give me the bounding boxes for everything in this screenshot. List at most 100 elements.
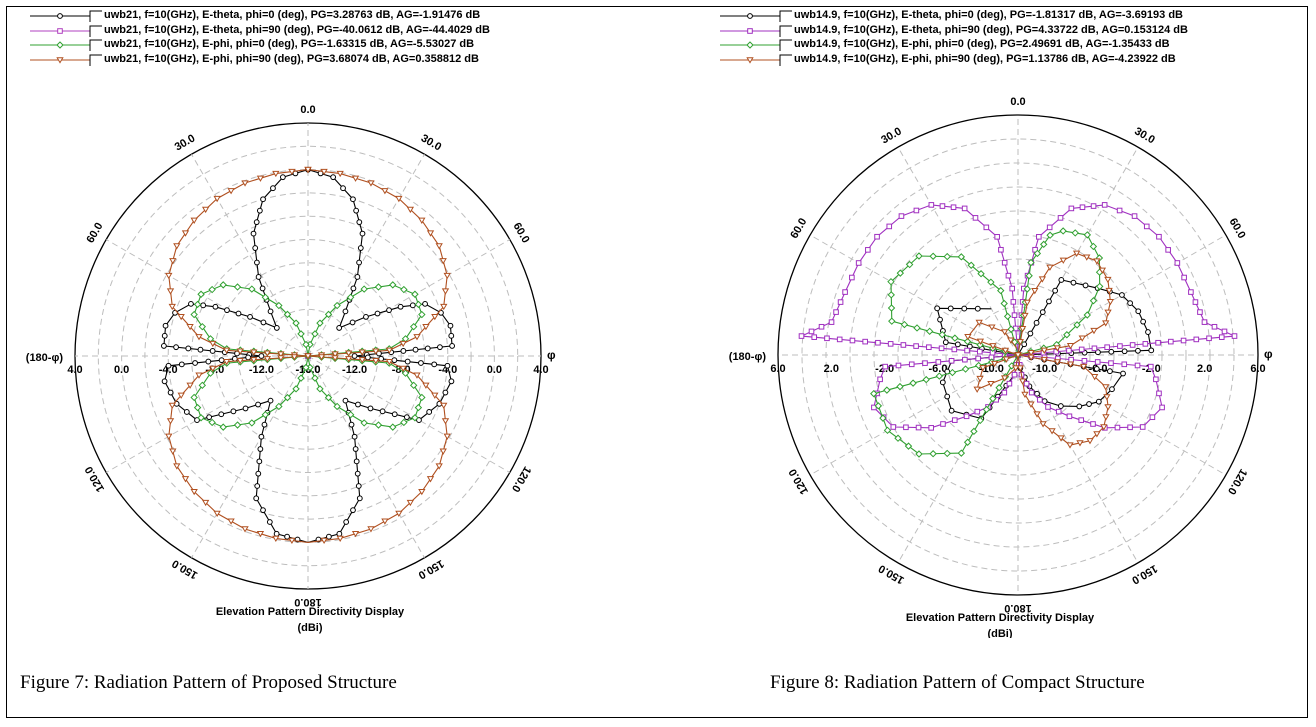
legend-swatch bbox=[720, 54, 792, 66]
data-point bbox=[331, 351, 339, 358]
data-point bbox=[1127, 424, 1133, 431]
data-point bbox=[1001, 389, 1008, 396]
legend-label: uwb14.9, f=10(GHz), E-theta, phi=0 (deg)… bbox=[794, 9, 1183, 21]
data-point bbox=[1231, 333, 1238, 339]
data-point bbox=[391, 411, 398, 418]
data-point bbox=[1021, 312, 1029, 320]
data-point bbox=[254, 259, 260, 266]
data-point bbox=[219, 423, 227, 431]
data-point bbox=[895, 362, 902, 369]
data-point bbox=[255, 470, 262, 477]
data-point bbox=[1192, 299, 1199, 305]
data-point bbox=[288, 537, 296, 545]
data-point bbox=[1078, 346, 1085, 353]
data-point bbox=[357, 245, 364, 251]
data-point bbox=[283, 393, 292, 402]
data-point bbox=[193, 403, 202, 412]
data-point bbox=[257, 446, 264, 452]
data-point bbox=[406, 206, 415, 214]
angle-label: 180.0 bbox=[1004, 602, 1032, 614]
data-point bbox=[418, 217, 426, 224]
data-point bbox=[346, 293, 355, 302]
data-point bbox=[995, 384, 1003, 392]
data-point bbox=[1066, 442, 1074, 449]
left-axis-label: (180-φ) bbox=[729, 351, 767, 363]
data-point bbox=[409, 302, 416, 309]
data-point bbox=[324, 393, 333, 402]
data-point bbox=[255, 401, 261, 408]
data-point bbox=[842, 289, 848, 295]
data-point bbox=[1076, 440, 1084, 447]
legend-label: uwb21, f=10(GHz), E-theta, phi=0 (deg), … bbox=[104, 9, 481, 21]
data-point bbox=[441, 418, 450, 425]
data-point bbox=[165, 433, 173, 440]
data-point bbox=[913, 207, 920, 214]
data-point bbox=[1023, 380, 1030, 387]
data-point bbox=[161, 378, 168, 385]
data-point bbox=[256, 458, 263, 465]
data-point bbox=[395, 195, 403, 203]
grid-spoke bbox=[307, 153, 425, 357]
data-point bbox=[195, 372, 203, 379]
data-point bbox=[1072, 250, 1081, 257]
data-point bbox=[900, 320, 909, 329]
data-point bbox=[1036, 234, 1042, 240]
data-point bbox=[1045, 404, 1051, 410]
data-point bbox=[1116, 207, 1123, 214]
data-point bbox=[360, 419, 368, 427]
data-point bbox=[227, 518, 235, 525]
data-point bbox=[1083, 311, 1091, 319]
data-point bbox=[977, 270, 985, 278]
data-point bbox=[364, 354, 371, 361]
data-point bbox=[824, 335, 830, 342]
data-point bbox=[1001, 259, 1008, 266]
data-point bbox=[1037, 396, 1043, 403]
data-point bbox=[241, 526, 249, 533]
data-point bbox=[908, 361, 915, 368]
legend-swatch bbox=[720, 10, 792, 22]
data-point bbox=[355, 483, 362, 489]
data-point bbox=[326, 533, 332, 540]
data-point bbox=[954, 341, 961, 348]
data-point bbox=[188, 300, 194, 307]
data-point bbox=[1104, 344, 1110, 351]
data-point bbox=[166, 288, 175, 295]
data-point bbox=[431, 392, 439, 399]
data-point bbox=[975, 319, 983, 327]
data-point bbox=[245, 354, 252, 361]
data-point bbox=[426, 230, 435, 237]
data-point bbox=[350, 196, 356, 203]
data-point bbox=[1206, 335, 1212, 342]
data-point bbox=[1039, 309, 1046, 316]
data-point bbox=[1028, 389, 1035, 396]
data-point bbox=[1010, 299, 1017, 305]
data-point bbox=[206, 369, 215, 377]
data-point bbox=[962, 356, 968, 363]
data-point bbox=[431, 361, 438, 368]
data-point bbox=[260, 507, 266, 514]
data-point bbox=[934, 305, 941, 312]
data-point bbox=[1009, 285, 1015, 292]
data-point bbox=[345, 350, 353, 357]
chart-title-left: Elevation Pattern Directivity Display bbox=[215, 606, 405, 618]
data-point bbox=[944, 393, 951, 400]
data-point bbox=[302, 363, 310, 372]
data-point bbox=[1140, 318, 1147, 325]
figure-frame bbox=[6, 6, 1308, 718]
data-point bbox=[261, 410, 270, 419]
data-point bbox=[1121, 348, 1128, 355]
data-point bbox=[350, 285, 357, 292]
data-point bbox=[879, 414, 887, 422]
data-point bbox=[353, 207, 360, 214]
data-point bbox=[311, 374, 319, 382]
data-point bbox=[367, 405, 374, 412]
legend-swatch bbox=[720, 39, 792, 51]
data-point bbox=[333, 402, 341, 411]
data-point bbox=[426, 476, 435, 483]
data-point bbox=[411, 290, 419, 298]
data-point bbox=[439, 258, 447, 265]
data-point bbox=[426, 409, 433, 415]
data-point bbox=[351, 433, 358, 440]
data-point bbox=[1016, 365, 1024, 372]
data-point bbox=[874, 402, 883, 410]
